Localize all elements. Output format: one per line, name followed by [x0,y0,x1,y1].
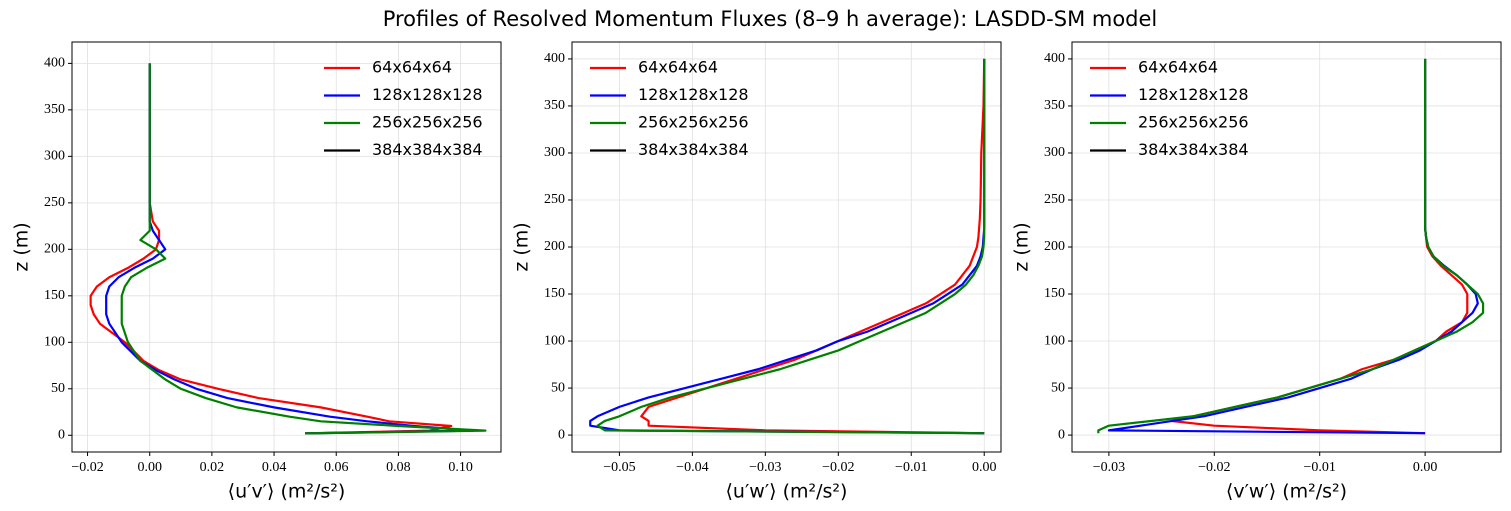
y-tick-label: 100 [544,333,565,348]
legend-label: 128x128x128 [638,85,749,104]
y-tick-label: 200 [44,242,65,257]
y-tick-label: 250 [544,192,565,207]
x-tick-label: −0.02 [1198,460,1230,475]
legend-label: 384x384x384 [1138,140,1249,159]
y-tick-label: 400 [544,51,565,66]
y-tick-label: 50 [551,380,565,395]
x-tick-label: 0.04 [262,460,287,475]
legend-label: 64x64x64 [638,58,718,77]
y-tick-label: 400 [1044,51,1065,66]
x-tick-label: 0.08 [386,460,411,475]
profile-line [120,63,487,435]
x-tick-label: 0.00 [1413,460,1438,475]
legend-label: 384x384x384 [638,140,749,159]
legend-label: 128x128x128 [372,85,483,104]
y-tick-label: 150 [1044,286,1065,301]
y-tick-label: 200 [1044,239,1065,254]
profile-line [89,63,453,435]
y-tick-label: 250 [1044,192,1065,207]
y-tick-label: 250 [44,195,65,210]
y-tick-label: 200 [544,239,565,254]
y-axis-label: z (m) [1011,222,1033,271]
y-tick-label: 300 [44,149,65,164]
y-tick-label: 0 [1058,427,1065,442]
profile-line [1097,58,1485,434]
x-tick-label: −0.04 [676,460,708,475]
axes-frame [571,41,1002,453]
x-tick-label: 0.02 [200,460,225,475]
legend-label: 64x64x64 [372,58,452,77]
y-tick-label: 0 [58,427,65,442]
y-tick-label: 300 [1044,145,1065,160]
y-tick-label: 350 [1044,98,1065,113]
x-axis-label: ⟨u′v′⟩ (m²/s²) [228,481,346,503]
x-tick-label: −0.03 [1093,460,1125,475]
x-tick-label: 0.00 [972,460,997,475]
profile-line [596,58,986,435]
y-tick-label: 100 [44,335,65,350]
y-tick-label: 300 [544,145,565,160]
x-tick-label: −0.02 [822,460,854,475]
x-tick-label: 0.06 [324,460,349,475]
x-tick-label: −0.01 [1303,460,1335,475]
y-axis-label: z (m) [11,222,33,271]
x-tick-label: 0.00 [137,460,162,475]
x-tick-label: −0.01 [895,460,927,475]
y-tick-label: 400 [44,56,65,71]
y-tick-label: 350 [544,98,565,113]
y-tick-label: 350 [44,102,65,117]
figure-title: Profiles of Resolved Momentum Fluxes (8–… [383,7,1158,31]
legend-label: 64x64x64 [1138,58,1218,77]
y-tick-label: 150 [544,286,565,301]
x-tick-label: −0.02 [71,460,103,475]
y-axis-label: z (m) [511,222,533,271]
x-axis-label: ⟨v′w′⟩ (m²/s²) [1226,481,1347,503]
x-tick-label: −0.05 [603,460,635,475]
x-tick-label: −0.03 [749,460,781,475]
legend-label: 384x384x384 [372,140,483,159]
legend-label: 128x128x128 [1138,85,1249,104]
profile-line [105,63,475,435]
legend-label: 256x256x256 [372,113,483,132]
profile-line [640,58,986,435]
y-tick-label: 0 [558,427,565,442]
axes-frame [71,41,502,453]
y-tick-label: 50 [1051,380,1065,395]
y-tick-label: 50 [51,381,65,396]
x-axis-label: ⟨u′w′⟩ (m²/s²) [726,481,848,503]
x-tick-label: 0.10 [448,460,473,475]
legend-label: 256x256x256 [1138,113,1249,132]
legend-label: 256x256x256 [638,113,749,132]
y-tick-label: 100 [1044,333,1065,348]
y-tick-label: 150 [44,288,65,303]
axes-frame [1071,41,1502,453]
